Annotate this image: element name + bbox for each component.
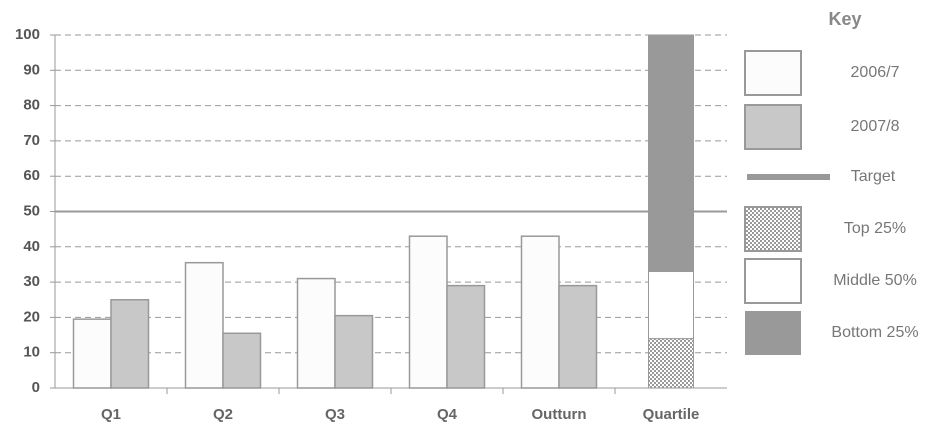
legend-label: Bottom 25% — [831, 324, 918, 341]
y-tick-label: 30 — [23, 273, 40, 290]
legend-label: 2006/7 — [851, 64, 900, 81]
y-tick-label: 90 — [23, 61, 40, 78]
y-tick-label: 80 — [23, 97, 40, 114]
legend-swatch — [744, 104, 802, 150]
stacked-bar — [648, 271, 694, 340]
legend-label: Top 25% — [844, 220, 906, 237]
y-tick-label: 70 — [23, 132, 40, 149]
legend-swatch — [744, 258, 802, 304]
legend-title: Key — [828, 9, 861, 29]
bar — [72, 318, 112, 389]
y-tick-label: 10 — [23, 344, 40, 361]
legend-swatch — [744, 50, 802, 96]
bar — [408, 235, 448, 389]
stacked-bar — [648, 34, 694, 273]
x-tick-label: Q3 — [325, 406, 345, 423]
bar — [296, 277, 336, 389]
y-tick-label: 20 — [23, 308, 40, 325]
stacked-bar — [648, 338, 694, 389]
y-tick-label: 100 — [15, 26, 40, 43]
y-tick-label: 60 — [23, 167, 40, 184]
legend-label: Middle 50% — [833, 272, 917, 289]
y-tick-label: 40 — [23, 238, 40, 255]
y-tick-label: 0 — [32, 379, 40, 396]
x-tick-label: Q4 — [437, 406, 458, 423]
bar — [446, 284, 486, 389]
bar — [334, 314, 374, 389]
y-tick-label: 50 — [23, 202, 40, 219]
x-tick-label: Q2 — [213, 406, 233, 423]
bar — [222, 332, 262, 389]
legend-label: Target — [851, 168, 896, 185]
legend-swatch — [744, 206, 802, 252]
x-tick-label: Q1 — [101, 406, 121, 423]
bar — [184, 261, 224, 389]
bar — [520, 235, 560, 389]
legend-swatch — [745, 311, 801, 355]
bar — [558, 284, 598, 389]
legend-label: 2007/8 — [851, 118, 900, 135]
x-tick-label: Outturn — [532, 406, 587, 423]
bar — [110, 299, 150, 389]
x-tick-label: Quartile — [643, 406, 700, 423]
